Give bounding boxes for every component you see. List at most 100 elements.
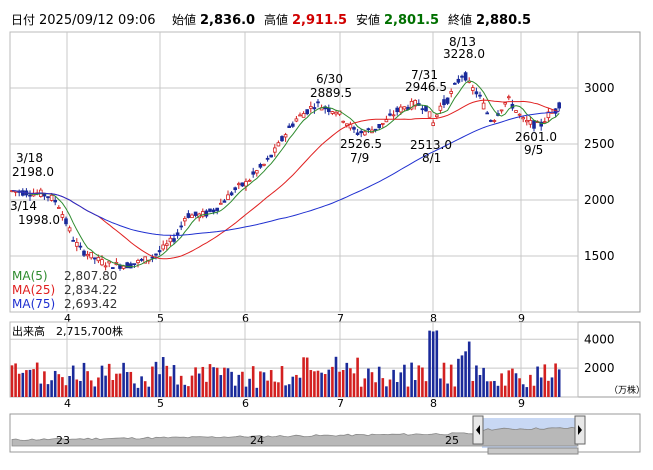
volume-x-tick: 7: [337, 397, 344, 410]
candle-body: [362, 131, 367, 136]
volume-bar: [230, 371, 233, 397]
candle-body: [46, 196, 50, 199]
volume-bar: [140, 376, 143, 397]
annotation-date: 3/18: [16, 151, 43, 165]
price-x-tick: 5: [157, 312, 164, 325]
volume-bar: [269, 370, 273, 397]
header-bar: 日付 2025/09/12 09:06 始値 2,836.0 高値 2,911.…: [11, 12, 531, 28]
candle-body: [175, 232, 180, 236]
volume-bar: [10, 365, 14, 397]
candle-body: [398, 106, 403, 113]
volume-bar: [201, 366, 205, 397]
volume-bar: [424, 381, 428, 397]
volume-bar: [107, 363, 111, 397]
volume-bar: [226, 368, 230, 397]
volume-bar: [172, 365, 176, 397]
candle-body: [485, 112, 489, 115]
volume-bar: [417, 365, 421, 397]
legend-name: MA(75): [12, 297, 55, 311]
volume-bar: [349, 368, 352, 397]
candle-body: [470, 87, 475, 91]
volume-bar: [529, 374, 532, 397]
volume-bar: [345, 362, 349, 397]
candle-body: [258, 164, 263, 168]
volume-bar: [543, 364, 547, 397]
low-value: 2,801.5: [384, 13, 439, 28]
volume-bar: [521, 384, 525, 397]
navigator-right-handle[interactable]: [574, 415, 586, 445]
ma25-line: [11, 99, 560, 260]
candle-body: [103, 265, 108, 268]
volume-bar: [395, 382, 399, 397]
candle-body: [298, 114, 302, 117]
volume-x-tick: 9: [518, 397, 525, 410]
volume-bar: [46, 384, 50, 397]
candle-body: [168, 237, 173, 243]
legend-name: MA(25): [12, 283, 55, 297]
candle-body: [204, 210, 209, 217]
candle-body: [341, 120, 345, 123]
navigator-scrollbar[interactable]: [487, 447, 579, 455]
volume-bar: [205, 381, 208, 397]
candle-body: [402, 106, 407, 110]
candle-body: [193, 211, 198, 216]
volume-bar: [125, 372, 129, 397]
volume-bar: [17, 373, 21, 397]
candle-body: [344, 123, 349, 126]
annotation-value: 2198.0: [12, 165, 54, 179]
candle-body: [190, 214, 194, 218]
candle-body: [528, 120, 533, 125]
volume-bar: [500, 373, 503, 397]
navigator-x-tick: 24: [250, 434, 264, 447]
volume-bar: [129, 371, 133, 397]
candle-body: [316, 101, 320, 104]
volume-bar: [320, 372, 323, 397]
ma75-line: [11, 111, 560, 237]
candle-body: [290, 123, 295, 127]
volume-bar: [57, 374, 61, 397]
volume-bar: [50, 380, 53, 397]
volume-bar: [262, 372, 266, 397]
volume-bar: [187, 386, 190, 397]
candle-body: [452, 82, 457, 85]
volume-bar: [39, 383, 43, 397]
volume-x-tick: 8: [430, 397, 437, 410]
volume-bar: [298, 377, 302, 397]
candle-body: [154, 253, 158, 256]
volume-bar: [363, 378, 367, 397]
candle-body: [233, 187, 238, 191]
volume-bar: [35, 362, 39, 397]
candle-body: [96, 257, 101, 262]
volume-bar: [183, 384, 187, 397]
candle-body: [521, 117, 525, 120]
price-grid: [10, 32, 578, 312]
candle-body: [366, 128, 371, 131]
navigator[interactable]: 23 24 25: [9, 413, 641, 455]
volume-bar: [248, 378, 251, 397]
navigator-left-handle[interactable]: [472, 415, 484, 445]
candle-body: [28, 194, 32, 197]
candle-body: [218, 202, 223, 205]
candle-body: [60, 214, 65, 218]
candle-body: [215, 207, 220, 211]
volume-bar: [136, 387, 140, 397]
candle-body: [384, 119, 389, 123]
volume-bar: [147, 386, 151, 397]
candle-body: [42, 193, 47, 197]
candle-body: [226, 194, 230, 200]
volume-bar: [449, 364, 453, 397]
volume-bar: [460, 355, 464, 397]
volume-bar: [61, 377, 64, 397]
volume-bar: [111, 379, 115, 397]
candle-body: [100, 259, 104, 266]
candle-body: [301, 113, 306, 118]
volume-bar: [25, 370, 28, 397]
volume-bar: [280, 366, 284, 397]
candle-body: [539, 121, 543, 127]
volume-x-tick: 5: [157, 397, 164, 410]
volume-bar: [381, 378, 385, 397]
volume-bar: [100, 365, 104, 397]
candle-body: [445, 97, 450, 104]
candle-body: [391, 114, 396, 117]
